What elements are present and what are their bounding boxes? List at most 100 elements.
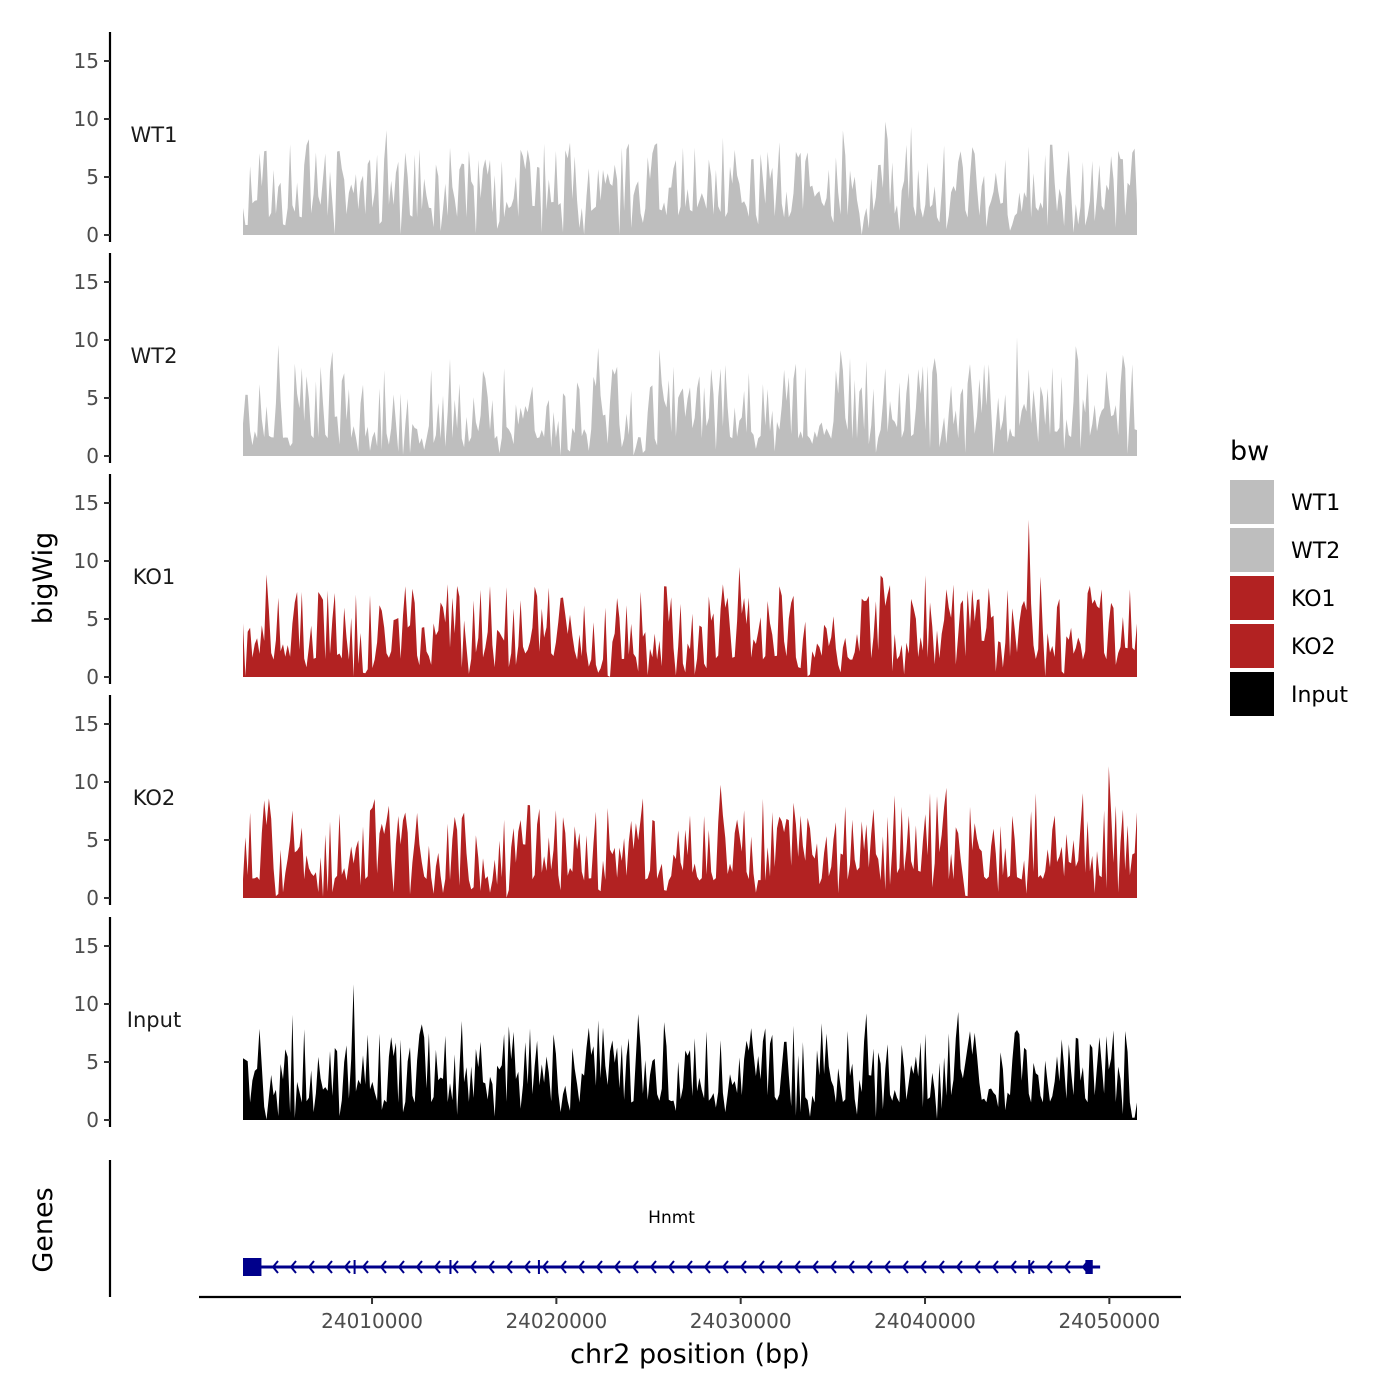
strand-arrow (397, 1260, 405, 1274)
strand-arrow (379, 1260, 387, 1274)
genes-axis-title: Genes (28, 1187, 59, 1272)
y-tick-label: 5 (86, 1050, 99, 1074)
gene-track: Hnmt (108, 1160, 1101, 1297)
strand-arrow (973, 1260, 981, 1274)
strand-arrow (703, 1260, 711, 1274)
exon (1028, 1260, 1031, 1274)
strand-arrow (487, 1260, 495, 1274)
strand-arrow (469, 1260, 477, 1274)
strand-arrow (757, 1260, 765, 1274)
track-wt1: 0 5 10 15 WT1 (74, 32, 1137, 247)
strand-arrow (793, 1260, 801, 1274)
track-label-input: Input (127, 1008, 181, 1032)
gene-hnmt: Hnmt (243, 1208, 1101, 1276)
legend: bw WT1 WT2 KO1 KO2 Input (1230, 436, 1348, 716)
track-label-ko2: KO2 (133, 786, 176, 810)
strand-arrow (955, 1260, 963, 1274)
y-tick-label: 15 (74, 934, 99, 958)
legend-label: WT2 (1291, 539, 1340, 564)
exon (449, 1260, 452, 1274)
strand-arrow (451, 1260, 459, 1274)
y-tick-label: 5 (86, 607, 99, 631)
exon (353, 1260, 356, 1274)
legend-item-ko2: KO2 (1230, 624, 1336, 668)
strand-arrow (541, 1260, 549, 1274)
strand-arrow (865, 1260, 873, 1274)
y-tick-label: 0 (86, 223, 99, 247)
y-tick-label: 5 (86, 165, 99, 189)
strand-arrow (847, 1260, 855, 1274)
strand-arrow (829, 1260, 837, 1274)
strand-arrow (271, 1260, 279, 1274)
strand-arrow (991, 1260, 999, 1274)
strand-arrow (415, 1260, 423, 1274)
strand-arrow (325, 1260, 333, 1274)
strand-arrow (883, 1260, 891, 1274)
y-tick-label: 15 (74, 491, 99, 515)
y-tick-label: 10 (74, 549, 99, 573)
signal-area-ko1 (243, 519, 1137, 677)
x-tick-label: 24010000 (321, 1309, 423, 1333)
strand-arrow (937, 1260, 945, 1274)
x-tick-label: 24050000 (1058, 1309, 1160, 1333)
y-axis-title: bigWig (28, 532, 59, 625)
y-tick-label: 5 (86, 828, 99, 852)
y-tick-label: 15 (74, 49, 99, 73)
y-tick-label: 0 (86, 665, 99, 689)
y-tick-label: 10 (74, 328, 99, 352)
track-input: 0 5 10 15 Input (74, 917, 1137, 1132)
strand-arrow (433, 1260, 441, 1274)
exon (1085, 1260, 1093, 1274)
strand-arrow (523, 1260, 531, 1274)
strand-arrow (667, 1260, 675, 1274)
x-axis-title: chr2 position (bp) (570, 1339, 810, 1370)
strand-arrow (595, 1260, 603, 1274)
strand-arrow (361, 1260, 369, 1274)
track-ko1: 0 5 10 15 KO1 (74, 474, 1137, 689)
legend-swatch (1230, 528, 1274, 572)
strand-arrow (289, 1260, 297, 1274)
signal-area-wt2 (243, 337, 1137, 456)
strand-arrow (1045, 1260, 1053, 1274)
y-tick-label: 0 (86, 444, 99, 468)
exon (537, 1260, 540, 1274)
track-wt2: 0 5 10 15 WT2 (74, 253, 1137, 468)
x-tick-label: 24020000 (505, 1309, 607, 1333)
strand-arrow (685, 1260, 693, 1274)
y-tick-label: 0 (86, 1108, 99, 1132)
track-label-ko1: KO1 (133, 565, 176, 589)
strand-arrow (613, 1260, 621, 1274)
signal-area-input (243, 984, 1137, 1120)
track-ko2: 0 5 10 15 KO2 (74, 695, 1137, 910)
exon (243, 1258, 262, 1276)
legend-swatch (1230, 576, 1274, 620)
strand-arrow (343, 1260, 351, 1274)
legend-label: KO1 (1291, 587, 1336, 612)
y-tick-label: 10 (74, 770, 99, 794)
legend-item-ko1: KO1 (1230, 576, 1336, 620)
signal-tracks: 0 5 10 15 WT1 0 5 10 15 WT2 0 5 10 15 KO1 0 5 10 15 KO2 0 5 10… (74, 32, 1137, 1132)
x-tick-label: 24040000 (874, 1309, 976, 1333)
strand-arrow (919, 1260, 927, 1274)
track-label-wt2: WT2 (131, 344, 178, 368)
strand-arrow (739, 1260, 747, 1274)
strand-arrow (811, 1260, 819, 1274)
signal-area-ko2 (243, 766, 1137, 898)
gene-label: Hnmt (648, 1208, 695, 1228)
legend-swatch (1230, 672, 1274, 716)
legend-title: bw (1230, 436, 1269, 467)
legend-item-wt2: WT2 (1230, 528, 1340, 572)
signal-area-wt1 (243, 121, 1137, 235)
x-axis: 24010000 24020000 24030000 24040000 24050000 (199, 1295, 1181, 1333)
strand-arrow (901, 1260, 909, 1274)
strand-arrow (1063, 1260, 1071, 1274)
strand-arrow (559, 1260, 567, 1274)
y-tick-label: 10 (74, 992, 99, 1016)
y-tick-label: 5 (86, 386, 99, 410)
track-label-wt1: WT1 (131, 123, 178, 147)
strand-arrow (631, 1260, 639, 1274)
legend-label: WT1 (1291, 491, 1340, 516)
y-tick-label: 15 (74, 270, 99, 294)
y-tick-label: 10 (74, 107, 99, 131)
